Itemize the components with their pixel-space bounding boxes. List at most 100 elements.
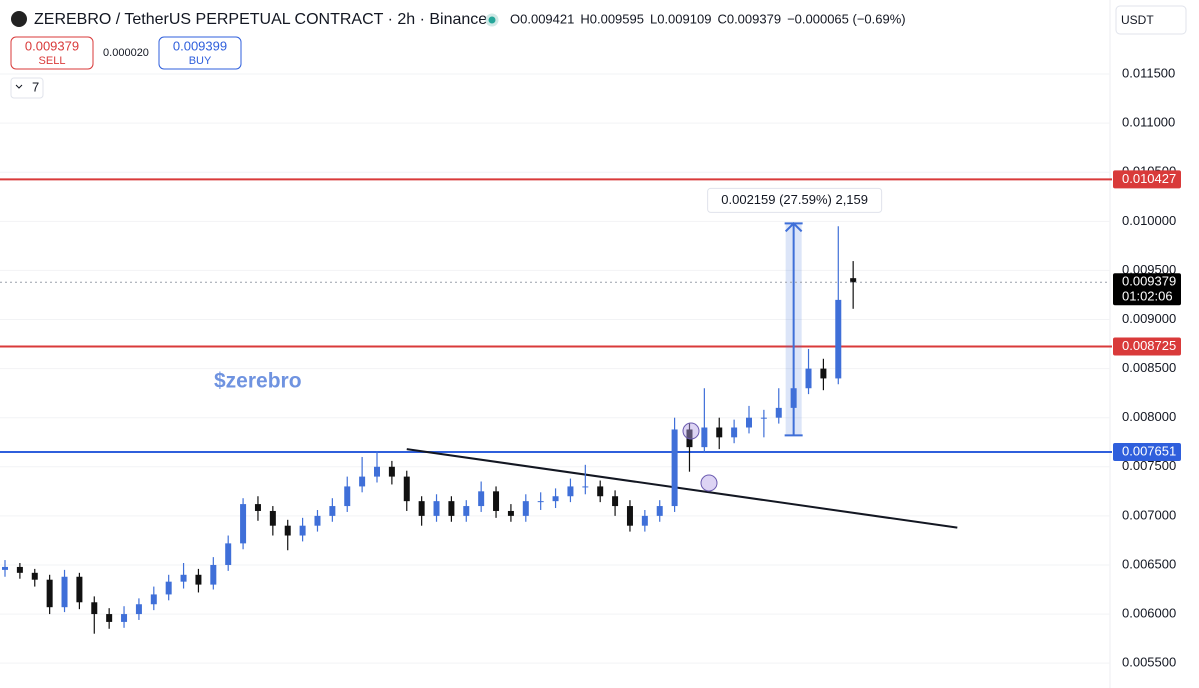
ohlc-key: L — [650, 11, 657, 26]
trendline — [406, 448, 958, 529]
candle-body — [240, 504, 247, 544]
candle-body — [91, 602, 98, 615]
currency: USDT — [1121, 13, 1154, 27]
candle-body — [46, 579, 53, 608]
buy-label: BUY — [189, 55, 212, 67]
marker-circle — [682, 422, 700, 440]
candle-body — [537, 501, 544, 503]
level-label: 0.007651 — [1122, 443, 1176, 458]
sell-price: 0.009379 — [25, 38, 79, 53]
y-tick-label: 0.009500 — [1122, 262, 1176, 277]
spread: 0.000020 — [103, 47, 149, 59]
candle-body — [731, 427, 738, 438]
candle-body — [626, 506, 633, 526]
candle-body — [493, 491, 500, 511]
indicators-count: 7 — [32, 79, 39, 94]
candle-body — [121, 614, 128, 622]
ohlc-value: 0.009379 — [727, 11, 781, 26]
measure-label: 0.002159 (27.59%) 2,159 — [721, 192, 868, 207]
candle-body — [31, 572, 38, 580]
candle-body — [641, 515, 648, 526]
candle-body — [597, 486, 604, 497]
chevron — [15, 84, 23, 89]
level-label-bg — [1113, 337, 1181, 356]
candle-body — [507, 510, 514, 516]
ohlc-legend: O 0.009421 H 0.009595 L 0.009109 C 0.009379 −0.0… — [510, 11, 906, 26]
chart-title: ZEREBRO / TetherUS PERPETUAL CONTRACT · … — [34, 11, 487, 28]
candle-body — [775, 407, 782, 418]
candle-body — [478, 491, 485, 507]
y-tick-label: 0.008500 — [1122, 360, 1176, 375]
candle-body — [463, 506, 470, 516]
candle-body — [344, 486, 351, 507]
y-tick-label: 0.010000 — [1122, 213, 1176, 228]
candle-body — [418, 501, 425, 516]
ohlc-value: 0.009595 — [590, 11, 644, 26]
ohlc-key: C — [717, 11, 726, 26]
candle-body — [195, 574, 202, 585]
ohlc-value: 0.009421 — [520, 11, 574, 26]
last-price-bg — [1113, 273, 1181, 306]
indicators-toggle[interactable] — [10, 77, 44, 99]
candle-body — [567, 486, 574, 497]
y-tick-label: 0.006000 — [1122, 606, 1176, 621]
sell-button[interactable] — [10, 36, 94, 70]
candle-body — [760, 417, 767, 419]
y-tick-label: 0.007500 — [1122, 458, 1176, 473]
candle-body — [388, 466, 395, 477]
y-tick-label: 0.011000 — [1122, 115, 1175, 130]
candle-body — [359, 476, 366, 487]
y-tick-label: 0.007000 — [1122, 507, 1176, 522]
candle-body — [448, 501, 455, 516]
y-tick-label: 0.009000 — [1122, 311, 1176, 326]
candle-body — [329, 506, 336, 516]
candle-body — [433, 501, 440, 516]
level-label: 0.008725 — [1122, 338, 1176, 353]
candle-body — [254, 504, 261, 511]
logo — [11, 11, 27, 27]
candle-body — [850, 278, 857, 283]
annotation: $zerebro — [214, 370, 302, 393]
ohlc-key: H — [580, 11, 589, 26]
candle-body — [210, 564, 217, 585]
candle-body — [582, 486, 589, 488]
candle-body — [835, 299, 842, 379]
candle-body — [374, 466, 380, 477]
last-price-label: 0.009379 — [1122, 274, 1176, 289]
candle-body — [686, 429, 693, 448]
candle-body — [135, 604, 142, 615]
candle-body — [76, 576, 83, 603]
candle-body — [790, 388, 797, 408]
marker-circle — [700, 474, 718, 492]
ohlc-change: −0.000065 (−0.69%) — [787, 11, 906, 26]
candle-body — [165, 581, 172, 595]
candle-body — [403, 476, 410, 502]
candle-body — [522, 501, 529, 516]
candle-body — [671, 429, 678, 507]
candle-body — [269, 510, 276, 526]
y-tick-label: 0.011500 — [1122, 65, 1175, 80]
buy-button[interactable] — [158, 36, 242, 70]
status-dot — [485, 13, 499, 27]
candle-body — [552, 496, 559, 502]
measure-arrowhead — [784, 221, 803, 233]
candle-body — [612, 496, 619, 507]
candle-body — [314, 515, 321, 526]
level-label: 0.010427 — [1122, 171, 1176, 186]
candle-body — [656, 506, 663, 516]
candle-body — [820, 368, 827, 379]
currency-select[interactable] — [1115, 5, 1187, 35]
ohlc-key: O — [510, 11, 520, 26]
buy-price: 0.009399 — [173, 38, 227, 53]
candle-body — [61, 576, 68, 608]
sell-label: SELL — [39, 55, 66, 67]
candle-body — [746, 417, 752, 428]
y-tick-label: 0.005500 — [1122, 655, 1176, 670]
level-label-bg — [1113, 442, 1181, 461]
candle-body — [16, 566, 23, 573]
countdown: 01:02:06 — [1122, 289, 1173, 304]
candle-body — [284, 525, 291, 536]
candle-body — [225, 543, 232, 565]
